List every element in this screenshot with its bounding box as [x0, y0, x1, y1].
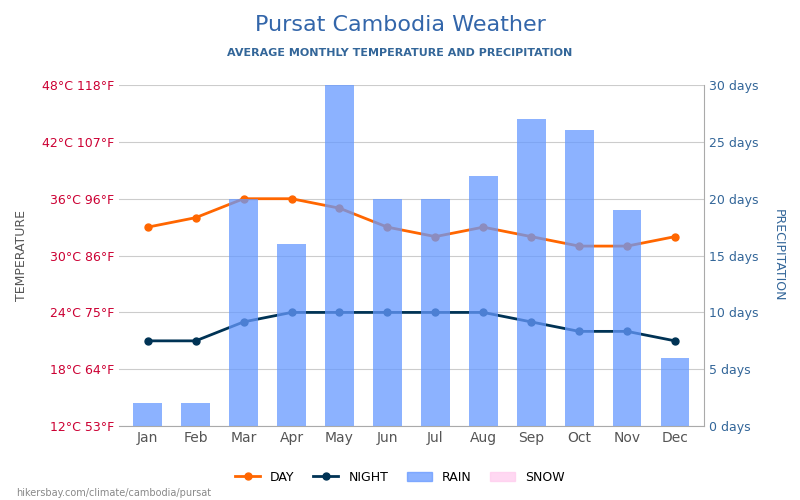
Bar	[230, 198, 258, 426]
Bar	[613, 210, 642, 426]
Legend: DAY, NIGHT, RAIN, SNOW: DAY, NIGHT, RAIN, SNOW	[230, 466, 570, 489]
Bar	[517, 119, 546, 426]
Bar	[182, 404, 210, 426]
Bar	[469, 176, 498, 426]
Bar	[565, 130, 594, 426]
Bar	[421, 198, 450, 426]
Bar	[325, 85, 354, 426]
Y-axis label: TEMPERATURE: TEMPERATURE	[15, 210, 28, 301]
Text: AVERAGE MONTHLY TEMPERATURE AND PRECIPITATION: AVERAGE MONTHLY TEMPERATURE AND PRECIPIT…	[227, 48, 573, 58]
Text: Pursat Cambodia Weather: Pursat Cambodia Weather	[254, 15, 546, 35]
Text: hikersbay.com/climate/cambodia/pursat: hikersbay.com/climate/cambodia/pursat	[16, 488, 211, 498]
Bar	[134, 404, 162, 426]
Bar	[373, 198, 402, 426]
Y-axis label: PRECIPITATION: PRECIPITATION	[772, 210, 785, 302]
Bar	[661, 358, 690, 426]
Bar	[277, 244, 306, 426]
